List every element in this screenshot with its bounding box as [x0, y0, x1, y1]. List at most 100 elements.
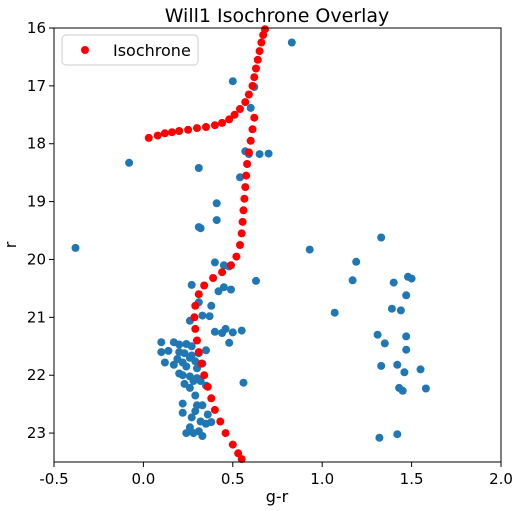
legend-box: [61, 34, 199, 66]
star-point: [203, 410, 212, 419]
y-tick-label: 16: [27, 19, 46, 37]
star-point: [194, 164, 203, 172]
isochrone-point: [225, 115, 234, 124]
isochrone-point: [253, 55, 262, 64]
star-point: [255, 150, 264, 159]
star-point: [182, 429, 191, 438]
isochrone-point: [197, 359, 206, 368]
star-point: [191, 391, 200, 400]
y-tick-label: 18: [27, 135, 46, 153]
plot-marks: [71, 25, 430, 464]
star-point: [178, 399, 187, 408]
star-point: [407, 274, 416, 283]
star-point: [202, 346, 210, 355]
isochrone-point: [250, 113, 259, 122]
y-axis-label: r: [1, 241, 20, 248]
star-point: [218, 329, 227, 337]
plot-area-frame: [53, 27, 502, 463]
isochrone-point: [144, 133, 153, 142]
star-point: [212, 199, 221, 208]
legend: Isochrone: [61, 34, 199, 66]
isochrone-point: [209, 274, 218, 282]
star-point: [287, 38, 296, 47]
x-axis-label: g-r: [266, 487, 289, 506]
isochrone-point: [203, 382, 212, 391]
isochrone-point: [234, 449, 243, 458]
star-point: [191, 357, 200, 366]
star-point: [198, 311, 207, 320]
chart-title: Will1 Isochrone Overlay: [165, 5, 390, 27]
y-tick-label: 17: [27, 77, 46, 95]
star-point: [175, 340, 184, 349]
isochrone-point: [153, 131, 162, 140]
isochrone-point: [228, 440, 237, 449]
star-point: [198, 401, 207, 410]
isochrone-point: [238, 217, 247, 226]
star-point: [377, 233, 386, 242]
isochrone-point: [184, 125, 193, 134]
x-tick-label: 2.0: [489, 470, 513, 488]
star-point: [239, 378, 248, 387]
isochrone-point: [252, 64, 260, 73]
y-axis: 16 17 18 19 20 21 22 23: [27, 19, 54, 442]
isochrone-point: [246, 136, 255, 145]
star-point: [393, 430, 402, 439]
isochrone-point: [236, 241, 244, 249]
star-point: [225, 338, 234, 347]
isochrone-point: [232, 252, 241, 261]
isochrone-point: [191, 301, 200, 310]
isochrone-point: [248, 81, 257, 90]
legend-isochrone-marker: [81, 46, 89, 54]
star-point: [330, 308, 339, 317]
star-point: [402, 332, 411, 341]
isochrone-point: [244, 148, 253, 157]
isochrone-point: [237, 455, 246, 464]
y-tick-label: 22: [27, 366, 46, 384]
star-point: [402, 291, 411, 300]
star-point: [205, 312, 214, 321]
star-point: [214, 287, 223, 296]
star-point: [187, 342, 196, 351]
star-point: [185, 383, 194, 392]
isochrone-point: [255, 47, 264, 56]
star-point: [402, 345, 411, 354]
star-point: [252, 276, 260, 285]
y-tick-label: 20: [27, 250, 46, 268]
y-tick-label: 23: [27, 424, 46, 442]
star-point: [305, 245, 314, 254]
y-tick-label: 19: [27, 193, 46, 211]
isochrone-point: [168, 128, 176, 137]
star-point: [400, 368, 409, 377]
star-point: [416, 365, 425, 374]
star-point: [160, 358, 169, 367]
star-point: [380, 339, 389, 348]
star-point: [210, 327, 219, 336]
isochrone-point: [193, 336, 201, 345]
isochrone-point: [194, 290, 203, 299]
star-point: [264, 149, 273, 158]
isochrone-point: [261, 25, 269, 34]
isochrone-point: [257, 38, 266, 47]
isochrone-point: [202, 123, 210, 131]
star-point: [187, 280, 196, 289]
star-point: [398, 386, 407, 395]
isochrone-point: [218, 268, 227, 277]
star-point: [375, 433, 384, 442]
isochrone-point: [236, 105, 244, 113]
isochrone-point: [194, 348, 203, 357]
isochrone-point: [250, 73, 259, 82]
isochrone-point: [237, 229, 246, 238]
star-point: [227, 285, 235, 294]
isochrone-point: [248, 125, 257, 134]
star-point: [198, 432, 207, 440]
y-tick-label: 21: [27, 308, 46, 326]
isochrone-point: [218, 118, 227, 127]
star-point: [189, 429, 198, 438]
isochrone-point: [216, 417, 225, 426]
isochrone-point: [210, 121, 219, 130]
isochrone-point: [210, 405, 219, 414]
star-point: [178, 371, 187, 380]
x-tick-label: -0.5: [39, 470, 68, 488]
star-point: [393, 360, 402, 369]
